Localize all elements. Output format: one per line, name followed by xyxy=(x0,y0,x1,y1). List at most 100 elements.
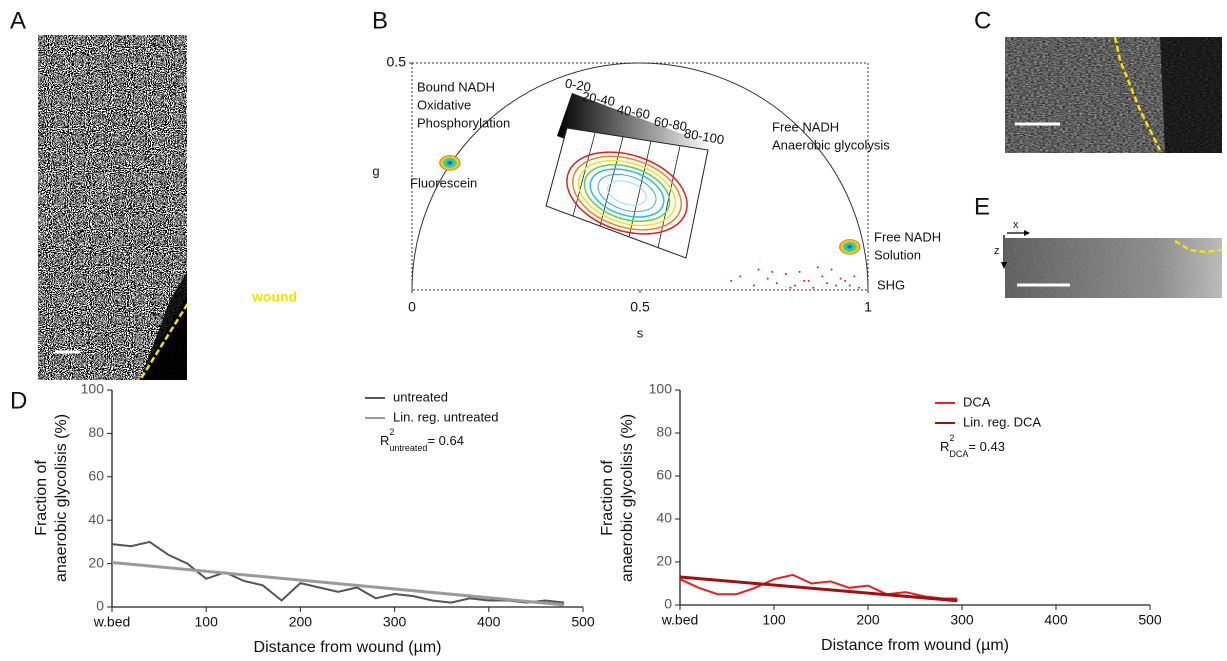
y-tick-label: 20 xyxy=(656,553,672,569)
point xyxy=(830,268,833,271)
y-axis-label: Fraction of xyxy=(599,460,616,536)
r2-rest: = 0.43 xyxy=(968,439,1005,454)
cluster xyxy=(438,154,461,171)
point xyxy=(730,279,733,282)
annotation: Fluorescein xyxy=(410,175,477,190)
r2-base: R xyxy=(940,439,949,454)
image-annotation: wound xyxy=(251,289,297,305)
annotation: Anaerobic glycolysis xyxy=(772,137,890,152)
phasor-inset xyxy=(545,93,712,259)
cluster xyxy=(838,238,861,255)
r2-sub: DCA xyxy=(949,449,968,459)
y-axis-label: Fraction of xyxy=(33,460,50,536)
panel-label: D xyxy=(10,387,27,414)
image-c xyxy=(1005,37,1222,153)
point xyxy=(803,279,806,282)
legend-label: Lin. reg. DCA xyxy=(963,414,1041,429)
r2-base: R xyxy=(380,433,389,448)
y-tick-label: 60 xyxy=(88,468,104,484)
point xyxy=(753,284,755,287)
y-tick-label: 0.5 xyxy=(387,54,407,70)
x-tick-label: 400 xyxy=(477,614,501,630)
point xyxy=(835,284,838,287)
point xyxy=(798,270,801,273)
y-axis-label: g xyxy=(372,163,379,178)
point xyxy=(812,286,815,289)
x-tick-label: w.bed xyxy=(661,612,699,628)
legend-label: untreated xyxy=(393,389,448,404)
y-tick-label: 0 xyxy=(96,598,104,614)
x-tick-label: 500 xyxy=(571,614,595,630)
point xyxy=(848,284,851,287)
point xyxy=(766,277,769,280)
colorbar-label: 20-40 xyxy=(581,89,616,110)
x-tick-label: 100 xyxy=(195,614,219,630)
x-tick-label: 400 xyxy=(1044,612,1068,628)
annotation: SHG xyxy=(877,277,905,292)
series-line xyxy=(111,540,565,604)
r2-sup: 2 xyxy=(389,427,394,437)
image-e xyxy=(1001,230,1223,298)
panel-label: E xyxy=(974,193,990,220)
x-tick-label: 100 xyxy=(762,612,786,628)
x-axis-label: Distance from wound (µm) xyxy=(821,637,1009,654)
image-a xyxy=(38,35,187,380)
r-squared: R2 DCA= 0.43 xyxy=(940,433,1005,459)
y-tick-label: 100 xyxy=(649,381,673,397)
x-tick-label: 500 xyxy=(1138,612,1162,628)
point xyxy=(771,270,774,273)
annotation: Oxidative xyxy=(417,97,471,112)
panel-label: A xyxy=(10,7,26,34)
colorbar-label: 40-60 xyxy=(616,102,651,123)
r2-sub: untreated xyxy=(389,443,427,453)
y-tick-label: 100 xyxy=(81,381,105,397)
annotation: Phosphorylation xyxy=(417,115,510,130)
r2-sup: 2 xyxy=(949,433,954,443)
x-tick-label: 200 xyxy=(856,612,880,628)
point xyxy=(844,279,847,282)
series-line xyxy=(679,573,958,600)
annotation: Bound NADH xyxy=(417,79,495,94)
point xyxy=(807,279,810,282)
point xyxy=(816,266,819,269)
x-tick-label: 300 xyxy=(383,614,407,630)
legend-label: Lin. reg. untreated xyxy=(393,409,499,424)
legend-label: DCA xyxy=(963,394,991,409)
series-line xyxy=(111,561,565,607)
panel-label: C xyxy=(974,7,991,34)
y-axis-label: anaerobic glycolisis (%) xyxy=(619,414,636,582)
annotation: Solution xyxy=(874,247,921,262)
annotation: Free NADH xyxy=(772,119,839,134)
y-tick-label: 80 xyxy=(656,424,672,440)
colorbar-label: 0-20 xyxy=(564,76,592,95)
point xyxy=(857,286,860,289)
point xyxy=(839,277,842,280)
point xyxy=(739,275,742,278)
panel-label: B xyxy=(372,7,388,34)
axis-arrow-label: x xyxy=(1013,219,1019,231)
x-axis-label: s xyxy=(637,325,644,340)
x-tick-label: 200 xyxy=(289,614,313,630)
colorbar-label: 60-80 xyxy=(653,114,688,135)
universal-circle xyxy=(411,62,869,291)
point xyxy=(794,284,797,287)
colorbar-label: 80-100 xyxy=(683,126,725,148)
series-line xyxy=(679,575,958,603)
y-tick-label: 0 xyxy=(664,596,672,612)
point xyxy=(853,275,856,278)
axis-arrow-label: z xyxy=(994,245,1000,257)
point xyxy=(775,282,778,285)
y-tick-label: 40 xyxy=(88,511,104,527)
x-tick-label: 300 xyxy=(950,612,974,628)
y-axis-label: anaerobic glycolisis (%) xyxy=(53,414,70,582)
r2-rest: = 0.64 xyxy=(427,433,464,448)
x-axis-label: Distance from wound (µm) xyxy=(254,639,442,656)
y-tick-label: 40 xyxy=(656,510,672,526)
x-tick-label: 1 xyxy=(864,299,872,315)
point xyxy=(825,282,828,285)
point xyxy=(784,273,787,276)
y-tick-label: 80 xyxy=(88,424,104,440)
annotation: Free NADH xyxy=(874,229,941,244)
